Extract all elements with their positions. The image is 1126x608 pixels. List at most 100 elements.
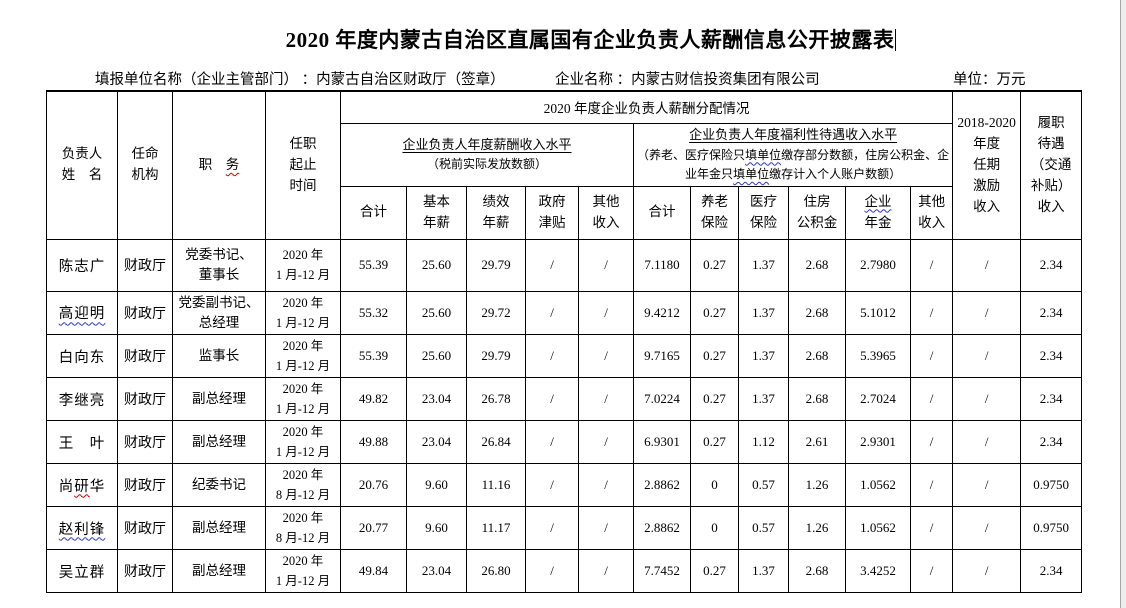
leader-name-cell: 高迎明 xyxy=(46,290,118,335)
text: 吴立群 xyxy=(58,564,106,581)
value-cell: / xyxy=(578,463,634,507)
value-cell: 9.7165 xyxy=(633,334,691,378)
value-cell: / xyxy=(909,549,954,593)
subgroup-header-salary-income: 企业负责人年度薪酬收入水平 （税前实际发放数额） xyxy=(340,122,634,187)
value-cell: 1.37 xyxy=(738,334,789,378)
value-cell: 6.9301 xyxy=(633,420,691,464)
value-cell: 29.79 xyxy=(466,334,526,378)
table-row: 高迎明 财政厅 党委副书记、 总经理 2020 年 1 月-12 月 55.32 25.6… xyxy=(46,290,1083,335)
value-cell: / xyxy=(525,506,579,550)
sub-column-header: 其他 收入 xyxy=(909,185,954,240)
value-cell: 49.84 xyxy=(340,549,407,593)
value-cell: / xyxy=(578,334,634,378)
value-cell: 0.27 xyxy=(690,377,739,421)
report-unit-label: 填报单位名称（企业主管部门） ：内蒙古自治区财政厅（签章） xyxy=(95,72,505,88)
value-cell: 2.8862 xyxy=(633,463,691,507)
value-cell: 2.34 xyxy=(1020,377,1083,421)
value-cell: / xyxy=(525,420,579,464)
value-cell: 23.04 xyxy=(406,377,467,421)
text: 王 叶 xyxy=(58,435,106,452)
value-cell: / xyxy=(952,549,1022,593)
value-cell: 2.34 xyxy=(1020,334,1083,378)
value-cell: / xyxy=(525,463,579,507)
value-cell: / xyxy=(952,463,1022,507)
agency-cell: 财政厅 xyxy=(117,238,173,292)
value-cell: / xyxy=(952,238,1022,292)
value-cell: / xyxy=(952,420,1022,464)
duty-cell: 副总经理 xyxy=(172,506,266,550)
value-cell: 11.17 xyxy=(466,506,526,550)
value-cell: 2.8862 xyxy=(633,506,691,550)
col-header-leader-name: 负责人 姓 名 xyxy=(46,90,118,240)
period-cell: 2020 年 8 月-12 月 xyxy=(265,463,341,507)
value-cell: 7.1180 xyxy=(633,238,691,292)
value-cell: 1.37 xyxy=(738,238,789,292)
value-cell: 23.04 xyxy=(406,549,467,593)
duty-cell: 监事长 xyxy=(172,334,266,378)
col-header-period: 任职 起止 时间 xyxy=(265,90,341,240)
text-cursor xyxy=(895,29,897,51)
value-cell: 0.9750 xyxy=(1020,506,1083,550)
leader-name-cell: 吴立群 xyxy=(46,549,118,593)
agency-cell: 财政厅 xyxy=(117,420,173,464)
value-cell: 0.27 xyxy=(690,238,739,292)
value-cell: / xyxy=(525,238,579,292)
value-cell: / xyxy=(578,290,634,335)
value-cell: 0 xyxy=(690,506,739,550)
value-cell: 25.60 xyxy=(406,334,467,378)
welfare-income-note: （养老、医疗保险只填单位缴存部分数额，住房公积金、企业年金只填单位缴存计入个人账… xyxy=(636,146,950,184)
marked-text: 高迎明 xyxy=(58,306,106,323)
text: 住房 公积金 xyxy=(796,193,838,230)
value-cell: 55.39 xyxy=(340,334,407,378)
value-cell: 0.57 xyxy=(738,506,789,550)
period-cell: 2020 年 1 月-12 月 xyxy=(265,420,341,464)
value-cell: / xyxy=(909,463,954,507)
value-cell: 2.61 xyxy=(788,420,846,464)
value-cell: / xyxy=(909,290,954,335)
value-cell: 25.60 xyxy=(406,290,467,335)
text: 绩效 年薪 xyxy=(482,193,510,230)
leader-name-cell: 王 叶 xyxy=(46,420,118,464)
marked-text: 研 xyxy=(74,478,90,495)
duty-cell: 副总经理 xyxy=(172,377,266,421)
leader-name-cell: 尚研华 xyxy=(46,463,118,507)
agency-cell: 财政厅 xyxy=(117,334,173,378)
duty-cell: 副总经理 xyxy=(172,420,266,464)
text: 李继亮 xyxy=(58,392,106,409)
unit-label: 单位：万元 xyxy=(953,72,1026,88)
value-cell: / xyxy=(909,420,954,464)
value-cell: 2.34 xyxy=(1020,290,1083,335)
value-cell: 1.0562 xyxy=(845,463,911,507)
sub-column-header: 企业 年金 xyxy=(845,185,911,240)
value-cell: 2.68 xyxy=(788,549,846,593)
sub-column-header: 其他 收入 xyxy=(578,185,634,240)
value-cell: 49.88 xyxy=(340,420,407,464)
value-cell: / xyxy=(578,549,634,593)
marked-text: 赵利锋 xyxy=(58,521,106,538)
table-row: 吴立群 财政厅 副总经理 2020 年 1 月-12 月 49.84 23.04 26.80… xyxy=(46,549,1083,593)
text: （养老、医疗保险只 xyxy=(637,147,746,162)
value-cell: / xyxy=(909,377,954,421)
text: 养老 保险 xyxy=(701,193,728,230)
period-cell: 2020 年 1 月-12 月 xyxy=(265,334,341,378)
text: 华 xyxy=(89,478,106,495)
value-cell: / xyxy=(578,420,634,464)
leader-name-cell: 李继亮 xyxy=(46,377,118,421)
group-header-salary-distribution: 2020 年度企业负责人薪酬分配情况 xyxy=(339,90,954,124)
sub-column-header: 绩效 年薪 xyxy=(466,185,526,240)
text: 缴存部分数额，住房公积金、企业年金只 xyxy=(685,147,950,181)
value-cell: 2.34 xyxy=(1020,238,1083,292)
value-cell: 9.60 xyxy=(406,506,467,550)
table-row: 王 叶财政厅 副总经理 2020 年 1 月-12 月 49.88 23.04 26.84… xyxy=(46,420,1083,464)
sub-column-header: 住房 公积金 xyxy=(788,185,846,240)
period-cell: 2020 年 1 月-12 月 xyxy=(265,377,341,421)
duty-cell: 党委副书记、 总经理 xyxy=(172,290,266,335)
value-cell: 0.27 xyxy=(690,334,739,378)
col-header-duty: 职 务 xyxy=(172,90,266,240)
period-cell: 2020 年 8 月-12 月 xyxy=(265,506,341,550)
sub-column-header: 政府 津贴 xyxy=(525,185,579,240)
leader-name-cell: 陈志广 xyxy=(46,238,118,292)
value-cell: 20.76 xyxy=(340,463,407,507)
value-cell: 2.68 xyxy=(788,334,846,378)
sub-column-header: 合计 xyxy=(633,185,691,240)
